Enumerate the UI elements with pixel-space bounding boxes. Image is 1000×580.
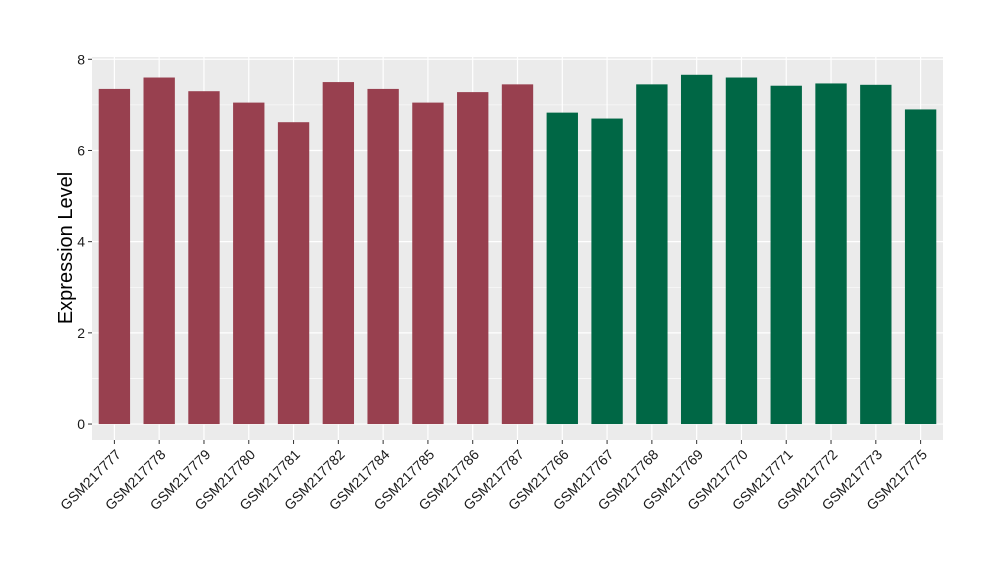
- y-tick-label: 6: [77, 142, 85, 158]
- bar-GSM217778: [143, 77, 175, 425]
- bar-GSM217775: [904, 109, 937, 425]
- bar-GSM217787: [501, 84, 534, 425]
- bar-GSM217767: [591, 118, 623, 425]
- bar-GSM217772: [815, 83, 847, 425]
- bars: [98, 74, 937, 425]
- bar-GSM217766: [546, 112, 578, 425]
- bar-GSM217780: [233, 102, 265, 425]
- bar-GSM217785: [412, 102, 444, 425]
- bar-GSM217781: [277, 122, 310, 425]
- bar-GSM217779: [188, 91, 220, 425]
- x-axis: GSM217777GSM217778GSM217779GSM217780GSM2…: [57, 440, 930, 513]
- bar-GSM217782: [322, 82, 355, 425]
- bar-GSM217786: [457, 92, 489, 425]
- bar-GSM217784: [367, 88, 399, 425]
- y-tick-label: 8: [77, 51, 85, 67]
- y-axis-title: Expression Level: [55, 172, 77, 324]
- bar-GSM217777: [98, 88, 131, 425]
- bar-GSM217768: [636, 84, 668, 425]
- bar-GSM217771: [770, 85, 802, 425]
- bar-GSM217770: [725, 77, 758, 425]
- y-tick-label: 4: [77, 234, 85, 250]
- y-tick-label: 2: [77, 325, 85, 341]
- bar-GSM217773: [860, 84, 892, 425]
- bar-GSM217769: [680, 74, 713, 425]
- y-axis: 0 2 4 6 8: [77, 51, 92, 432]
- y-tick-label: 0: [77, 416, 85, 432]
